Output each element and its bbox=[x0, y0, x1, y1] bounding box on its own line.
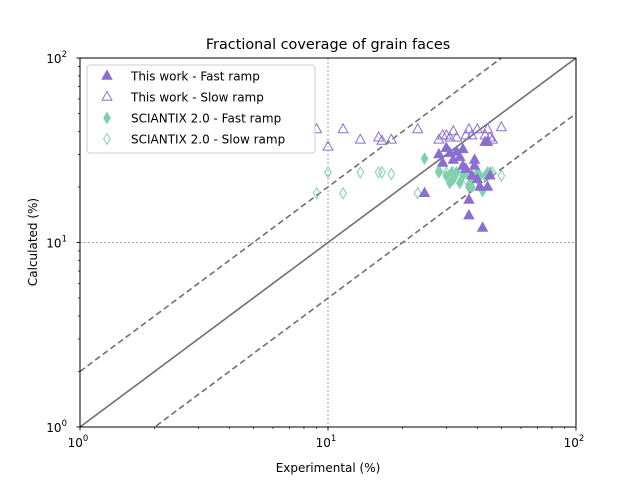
y-tick-label: 100 bbox=[46, 419, 67, 435]
data-point bbox=[471, 172, 484, 184]
data-point bbox=[471, 122, 484, 134]
data-point bbox=[463, 208, 475, 220]
data-point bbox=[324, 165, 332, 179]
data-point bbox=[476, 221, 489, 232]
data-point bbox=[497, 169, 506, 183]
legend-label: SCIANTIX 2.0 - Slow ramp bbox=[131, 133, 285, 147]
data-point bbox=[450, 131, 463, 142]
x-tick-label: 100 bbox=[68, 434, 89, 450]
data-point bbox=[460, 128, 472, 140]
y-tick-label: 101 bbox=[46, 235, 67, 251]
data-point bbox=[312, 186, 321, 200]
data-point bbox=[418, 186, 431, 198]
ticks bbox=[76, 57, 577, 431]
data-point bbox=[474, 180, 486, 191]
series-0 bbox=[418, 135, 496, 232]
x-tick-label-exponent: 0 bbox=[83, 434, 88, 444]
data-point bbox=[466, 128, 478, 140]
data-point bbox=[484, 169, 496, 180]
reference-line-dashed bbox=[153, 112, 576, 427]
data-point bbox=[413, 186, 422, 200]
data-point bbox=[435, 165, 443, 179]
data-point bbox=[463, 193, 475, 204]
x-tick-label-base: 10 bbox=[564, 436, 579, 450]
legend-label: This work - Slow ramp bbox=[130, 91, 264, 105]
data-point bbox=[354, 133, 367, 144]
data-point bbox=[420, 152, 429, 165]
data-point bbox=[411, 122, 424, 134]
legend-label: SCIANTIX 2.0 - Fast ramp bbox=[131, 112, 281, 126]
reference-line-identity bbox=[80, 58, 576, 427]
data-point bbox=[495, 120, 508, 132]
y-tick-label-exponent: 1 bbox=[62, 235, 67, 245]
x-tick-label-exponent: 1 bbox=[331, 434, 336, 444]
y-tick-label-base: 10 bbox=[46, 237, 61, 251]
legend-marker bbox=[103, 111, 111, 125]
legend-marker bbox=[101, 69, 113, 80]
data-point bbox=[436, 156, 449, 167]
data-point bbox=[481, 122, 494, 134]
data-point bbox=[442, 169, 451, 183]
data-point bbox=[455, 176, 464, 190]
legend-label: This work - Fast ramp bbox=[130, 70, 260, 84]
series-1 bbox=[310, 120, 508, 151]
data-point bbox=[466, 169, 478, 180]
chart-title: Fractional coverage of grain faces bbox=[206, 37, 450, 53]
y-tick-label-base: 10 bbox=[46, 421, 61, 435]
y-axis-label: Calculated (%) bbox=[26, 198, 40, 286]
data-point bbox=[481, 135, 494, 146]
legend-marker bbox=[101, 90, 113, 101]
data-point bbox=[337, 122, 349, 134]
x-axis-label: Experimental (%) bbox=[276, 461, 381, 475]
data-point bbox=[481, 180, 494, 191]
x-tick-label-base: 10 bbox=[316, 436, 331, 450]
y-tick-label: 102 bbox=[46, 50, 67, 66]
y-tick-label-exponent: 2 bbox=[62, 50, 67, 60]
data-point bbox=[457, 142, 469, 154]
legend-box bbox=[86, 64, 316, 154]
y-tick-label-exponent: 0 bbox=[62, 419, 67, 429]
x-tick-label: 102 bbox=[564, 434, 585, 450]
data-point bbox=[486, 133, 499, 144]
data-point bbox=[339, 186, 347, 200]
x-tick-label-base: 10 bbox=[68, 436, 83, 450]
data-point bbox=[447, 124, 460, 136]
data-point bbox=[454, 150, 466, 161]
data-point bbox=[463, 122, 475, 134]
data-point bbox=[374, 165, 383, 179]
data-point bbox=[449, 172, 458, 186]
reference-line-dashed bbox=[80, 58, 503, 373]
y-tick-label-base: 10 bbox=[46, 52, 61, 66]
legend-marker bbox=[103, 132, 111, 146]
plot-content bbox=[80, 58, 576, 427]
data-point bbox=[433, 147, 445, 159]
x-tick-label: 101 bbox=[316, 434, 337, 450]
data-point bbox=[387, 167, 396, 181]
data-point bbox=[356, 165, 365, 179]
data-point bbox=[322, 140, 334, 151]
data-point bbox=[467, 180, 476, 194]
data-point bbox=[444, 131, 456, 142]
data-point bbox=[378, 165, 386, 179]
data-point bbox=[376, 134, 388, 145]
data-point bbox=[468, 159, 481, 170]
x-tick-label-exponent: 2 bbox=[579, 434, 584, 444]
legend: This work - Fast ramp This work - Slow ra… bbox=[86, 64, 316, 154]
data-point bbox=[385, 133, 398, 144]
data-point bbox=[460, 162, 472, 173]
